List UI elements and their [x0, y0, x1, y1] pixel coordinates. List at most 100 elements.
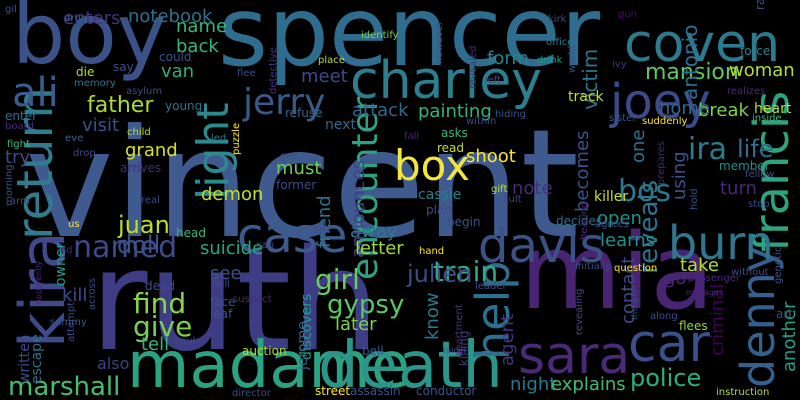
word-named: named [73, 230, 178, 265]
word-police: police [630, 364, 702, 392]
word-morning: morning [4, 164, 15, 206]
word-jerome: jerome [295, 321, 311, 370]
word-puzzle: puzzle [231, 122, 242, 155]
word-say: say [113, 60, 134, 74]
word-genetic: genetic [773, 246, 784, 284]
word-woman: woman [729, 60, 795, 81]
word-detective: detective [268, 47, 279, 94]
word-vincent: vincent [25, 98, 580, 272]
word-give: give [133, 310, 193, 343]
word-davis: davis [478, 218, 605, 274]
word-track: track [568, 89, 604, 105]
word-ivy: ivy [612, 59, 627, 70]
word-asks: asks [441, 126, 468, 140]
word-suspect: suspect [233, 294, 272, 305]
word-turn: turn [720, 178, 757, 199]
word-name: name [176, 16, 228, 37]
word-without: without [731, 267, 769, 278]
word-within: within [466, 116, 497, 127]
word-grand: grand [125, 140, 178, 161]
word-explains: explains [551, 374, 626, 395]
word-leaf: leaf [210, 307, 233, 321]
word-apparently: apparently [34, 260, 43, 304]
word-left: left [485, 75, 502, 86]
word-train: train [433, 255, 499, 288]
word-decides: decides [556, 214, 603, 228]
word-refuse: refuse [285, 106, 323, 120]
word-apartment: apartment [454, 304, 465, 357]
word-marshall: marshall [8, 372, 121, 400]
word-case: case [237, 208, 348, 264]
word-learns: learns [600, 230, 655, 251]
word-could: could [159, 50, 192, 64]
word-along: along [650, 311, 678, 322]
word-assassin: assassin [350, 384, 401, 398]
word-realizes: realizes [727, 86, 766, 97]
word-drop: drop [73, 148, 96, 159]
word-julien: julien [407, 260, 473, 288]
word-ruth: ruth [90, 220, 380, 383]
word-jerry: jerry [243, 82, 326, 123]
word-coven: coven [624, 14, 781, 74]
word-inside: inside [752, 113, 782, 124]
word-sin: sin [313, 222, 331, 236]
word-flees: flees [679, 319, 708, 333]
word-ali: ali [12, 70, 59, 116]
word-shoot: shoot [466, 146, 516, 167]
word-suddenly: suddenly [642, 116, 688, 127]
word-becomes: becomes [572, 130, 593, 212]
word-killer: killer [594, 189, 629, 205]
word-antonio: antonio [678, 24, 702, 100]
word-must: must [276, 158, 322, 179]
word-bell: bell [362, 344, 384, 358]
word-box: box [394, 141, 470, 190]
word-initially: initially [575, 261, 612, 272]
word-kirk: kirk [548, 14, 567, 25]
word-know: know [422, 292, 443, 340]
word-member: member [719, 159, 770, 173]
word-face: face [210, 295, 236, 309]
word-back: back [176, 36, 219, 57]
word-later: later [335, 314, 377, 335]
word-die: die [76, 65, 95, 79]
word-identify: identify [361, 30, 399, 41]
word-dead: dead [145, 279, 175, 293]
word-night: night [510, 374, 557, 395]
word-life: life [737, 135, 774, 163]
word-tell: tell [141, 334, 170, 355]
word-hell: hell [212, 279, 231, 290]
word-also: also [97, 354, 130, 373]
word-auction: auction [242, 344, 287, 358]
word-take: take [680, 255, 719, 276]
word-leader: leader [475, 281, 507, 292]
word-revealed: revealed [468, 45, 479, 89]
word-former: former [276, 178, 317, 192]
word-thought: thought [630, 288, 639, 320]
word-fight: fight [7, 139, 30, 150]
word-director: director [232, 388, 271, 399]
word-led: led [211, 133, 227, 144]
word-joey: joey [610, 74, 711, 130]
word-next: next [325, 117, 357, 133]
word-doll: doll [117, 231, 161, 259]
word-stop: stop [748, 199, 770, 210]
word-child: child [127, 127, 151, 138]
word-gift: gift [491, 184, 508, 195]
word-one: one [628, 129, 649, 164]
word-hand: hand [419, 246, 445, 257]
word-spencer: spencer [218, 0, 601, 88]
word-girl: girl [315, 263, 360, 296]
word-gil: gil [5, 4, 17, 15]
word-meet: meet [301, 66, 348, 87]
word-question: question [614, 263, 658, 274]
word-instruction: instruction [716, 387, 770, 398]
word-car: car [628, 314, 710, 374]
word-boy: boy [12, 0, 167, 83]
word-get: get [280, 151, 297, 162]
word-form: form [487, 48, 529, 69]
word-eve: eve [65, 133, 84, 144]
word-attempt: attempt [66, 301, 77, 342]
word-raider: raider [443, 346, 467, 355]
word-gypsy: gypsy [327, 290, 405, 320]
word-note: note [512, 178, 553, 199]
